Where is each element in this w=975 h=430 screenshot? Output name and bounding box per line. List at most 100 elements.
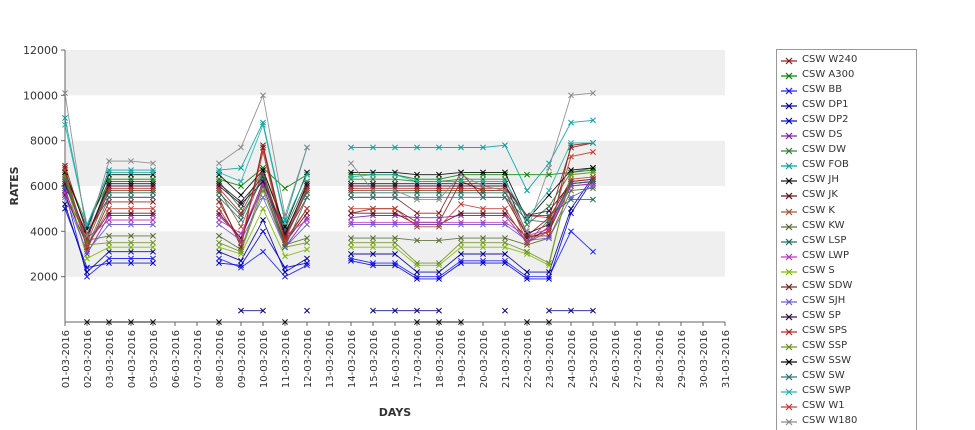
data-point <box>304 239 310 246</box>
data-point <box>238 178 244 185</box>
data-point <box>304 169 310 176</box>
data-point <box>62 115 68 121</box>
x-tick-label: 02-03-2016 <box>83 330 94 388</box>
legend-item: CSW DP1 <box>777 98 916 113</box>
data-point <box>260 92 266 99</box>
data-point <box>128 205 134 212</box>
x-tick-label: 20-03-2016 <box>479 330 490 388</box>
data-point <box>458 260 464 267</box>
data-point <box>216 185 222 192</box>
data-point <box>62 194 68 201</box>
data-point <box>348 187 354 194</box>
data-point <box>370 194 376 201</box>
x-tick-label: 03-03-2016 <box>105 330 116 388</box>
data-point <box>414 180 420 187</box>
x-tick-label: 14-03-2016 <box>347 330 358 388</box>
legend-cross <box>785 177 793 185</box>
data-point <box>524 248 530 255</box>
data-point <box>282 185 288 192</box>
data-point <box>458 244 464 251</box>
data-point <box>370 205 376 212</box>
data-point <box>458 221 464 228</box>
data-point <box>480 171 486 178</box>
data-point <box>392 183 398 189</box>
series-csw-ssw <box>62 164 596 233</box>
data-point <box>150 160 156 167</box>
data-point <box>458 178 464 185</box>
tick-labels: 2000 4000 6000 8000 10000 12000 01-03-2016 02-0… <box>23 44 732 388</box>
data-point <box>392 244 398 251</box>
data-point <box>62 169 68 176</box>
series-line <box>350 92 594 233</box>
data-point <box>414 223 420 230</box>
legend-cross <box>785 238 793 246</box>
data-point <box>216 232 222 239</box>
data-point <box>238 223 244 230</box>
data-point <box>106 194 112 201</box>
data-point <box>524 275 530 282</box>
data-point <box>304 205 310 212</box>
data-point <box>260 121 266 128</box>
data-point <box>480 169 486 176</box>
data-point <box>568 92 574 99</box>
legend-label: CSW DP2 <box>802 114 849 126</box>
data-point <box>480 187 486 194</box>
legend-marker-icon <box>781 418 797 426</box>
data-point <box>348 189 354 196</box>
data-point <box>568 180 574 187</box>
data-point <box>524 241 530 248</box>
x-tick-label: 26-03-2016 <box>611 330 622 388</box>
data-point <box>480 244 486 251</box>
data-point <box>392 219 398 226</box>
data-point <box>370 235 376 242</box>
data-point <box>238 239 244 246</box>
x-tick-label: 07-03-2016 <box>193 330 204 388</box>
legend-cross <box>785 87 793 95</box>
data-point <box>128 158 134 165</box>
legend-cross <box>785 72 793 80</box>
data-point <box>150 194 156 201</box>
data-point <box>260 167 266 174</box>
data-point <box>480 219 486 226</box>
data-point <box>480 205 486 212</box>
data-point <box>128 183 134 189</box>
data-point <box>348 144 354 151</box>
data-point <box>436 171 442 178</box>
data-point <box>436 214 442 221</box>
legend-label: CSW DS <box>802 129 843 141</box>
legend-marker-icon <box>781 313 797 321</box>
data-point <box>590 117 596 124</box>
data-point <box>150 183 156 189</box>
data-point <box>590 307 596 314</box>
legend-item: CSW JH <box>777 173 916 188</box>
data-point <box>128 180 134 187</box>
data-point <box>260 307 266 314</box>
data-point <box>414 171 420 178</box>
data-point <box>414 196 420 203</box>
data-point <box>370 187 376 194</box>
data-point <box>568 171 574 178</box>
data-point <box>128 171 134 178</box>
data-point <box>150 176 156 183</box>
legend-marker-icon <box>781 388 797 396</box>
y-tick-label: 4000 <box>30 225 58 238</box>
series-csw-w1 <box>62 149 596 251</box>
data-point <box>282 244 288 251</box>
legend-item: CSW W240 <box>777 53 916 68</box>
data-point <box>304 185 310 192</box>
data-point <box>524 239 530 246</box>
data-point <box>150 319 156 325</box>
series-line <box>350 178 594 280</box>
data-point <box>238 262 244 269</box>
series-line <box>351 178 594 219</box>
data-point <box>150 187 156 194</box>
y-axis-label: RATES <box>8 166 21 205</box>
data-point <box>392 194 398 201</box>
data-point <box>282 219 288 226</box>
data-point <box>62 167 68 174</box>
legend-item: CSW LWP <box>777 249 916 264</box>
data-point <box>128 194 134 201</box>
data-point <box>502 142 508 149</box>
data-point <box>370 212 376 219</box>
legend-cross <box>785 358 793 366</box>
